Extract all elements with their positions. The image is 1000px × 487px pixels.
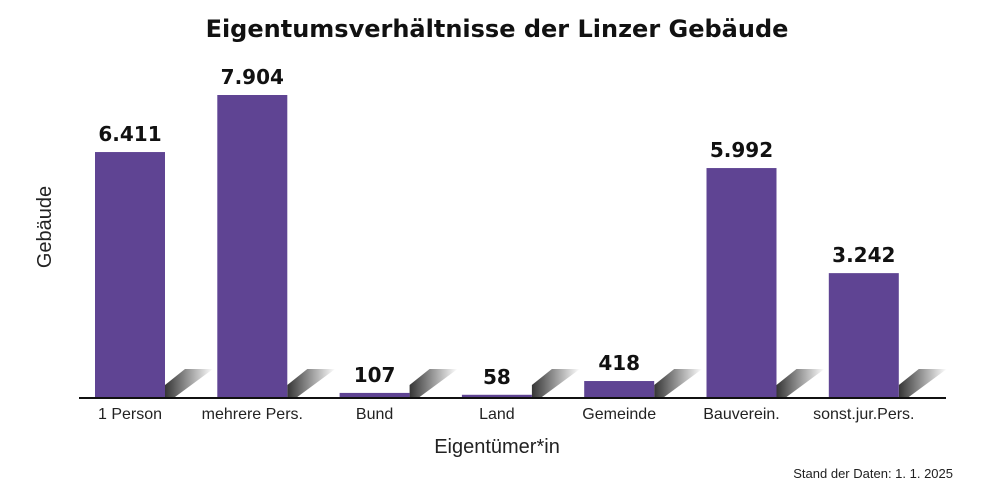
footnote: Stand der Daten: 1. 1. 2025 <box>793 466 953 481</box>
bar-3 <box>461 394 532 397</box>
bar-4 <box>584 381 655 397</box>
value-label: 5.992 <box>710 138 773 162</box>
value-label: 58 <box>483 365 511 389</box>
x-axis-label: Eigentümer*in <box>434 436 560 458</box>
bar-0 <box>95 152 165 397</box>
x-tick-label: sonst.jur.Pers. <box>813 406 914 423</box>
value-label: 107 <box>354 363 396 387</box>
bar-shadow <box>287 369 336 397</box>
value-label: 6.411 <box>98 122 161 146</box>
value-label: 3.242 <box>832 243 895 267</box>
bar-shadow <box>654 369 703 397</box>
bar-shadow <box>776 369 825 397</box>
bar-shadow <box>409 369 458 397</box>
x-tick-label: Bund <box>356 406 393 423</box>
x-tick-labels: 1 Person mehrere Pers. Bund Land Gemeinde Bau… <box>98 406 915 423</box>
x-tick-label: Land <box>479 406 515 423</box>
x-tick-label: 1 Person <box>98 406 162 423</box>
chart-title: Eigentumsverhältnisse der Linzer Gebäude <box>206 15 789 43</box>
bars <box>95 95 899 397</box>
bar-shadows <box>165 369 947 397</box>
x-tick-label: Gemeinde <box>582 406 656 423</box>
x-tick-label: mehrere Pers. <box>202 406 303 423</box>
value-label: 418 <box>598 351 640 375</box>
bar-2 <box>339 392 410 397</box>
y-axis-label: Gebäude <box>34 186 56 268</box>
bar-shadow <box>531 369 580 397</box>
value-label: 7.904 <box>221 65 284 89</box>
value-labels: 6.411 7.904 107 58 418 5.992 3.242 <box>98 65 895 389</box>
bar-1 <box>217 95 288 397</box>
bar-6 <box>828 273 899 397</box>
bar-5 <box>706 168 777 397</box>
bar-shadow <box>898 369 947 397</box>
bar-shadow <box>165 369 213 397</box>
x-tick-label: Bauverein. <box>703 406 780 423</box>
